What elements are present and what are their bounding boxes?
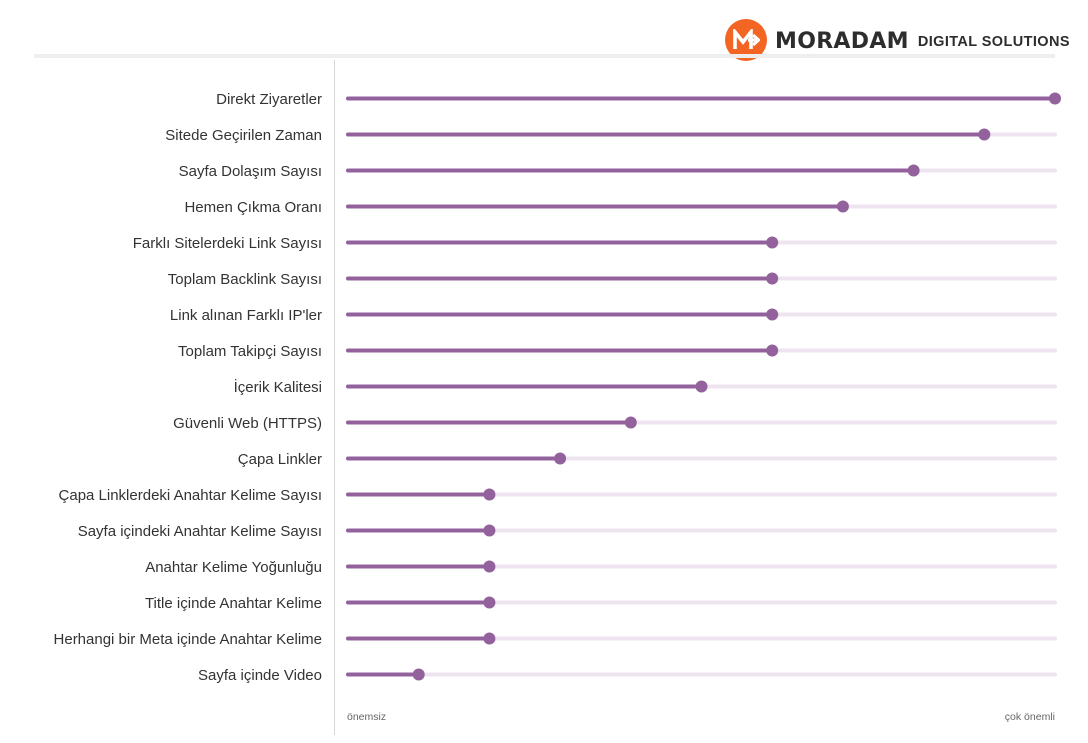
- chart-row: Farklı Sitelerdeki Link Sayısı: [133, 235, 1057, 252]
- chart-row: Sitede Geçirilen Zaman: [165, 127, 1057, 144]
- chart-row: İçerik Kalitesi: [234, 378, 1057, 396]
- value-point: [766, 236, 779, 249]
- category-label: Çapa Linklerdeki Anahtar Kelime Sayısı: [59, 487, 322, 504]
- header-divider: [34, 54, 1055, 58]
- value-point: [483, 632, 496, 645]
- value-point: [907, 164, 920, 177]
- value-point: [483, 596, 496, 609]
- chart-row: Direkt Ziyaretler: [216, 91, 1061, 108]
- chart-rows: Direkt Ziyaretler Sitede Geçirilen Zaman S…: [54, 91, 1061, 684]
- scale-max-label: çok önemli: [1005, 711, 1055, 723]
- category-label: Herhangi bir Meta içinde Anahtar Kelime: [54, 631, 322, 648]
- chart-row: Sayfa içinde Video: [198, 667, 1057, 684]
- value-point: [483, 524, 496, 537]
- value-point: [554, 452, 567, 465]
- chart-row: Toplam Takipçi Sayısı: [178, 343, 1057, 360]
- brand-name: MORADAM: [775, 28, 909, 54]
- chart-row: Link alınan Farklı IP'ler: [170, 307, 1057, 324]
- value-point: [624, 416, 637, 429]
- chart-row: Title içinde Anahtar Kelime: [145, 595, 1057, 612]
- category-label: Sitede Geçirilen Zaman: [165, 127, 322, 144]
- brand-logo: MORADAM DIGITAL SOLUTIONS: [725, 19, 1070, 61]
- chart-row: Sayfa Dolaşım Sayısı: [179, 163, 1057, 180]
- chart-row: Güvenli Web (HTTPS): [173, 415, 1057, 432]
- category-label: Sayfa Dolaşım Sayısı: [179, 163, 322, 180]
- category-label: Farklı Sitelerdeki Link Sayısı: [133, 235, 322, 252]
- value-point: [978, 128, 991, 141]
- category-label: Toplam Takipçi Sayısı: [178, 343, 322, 360]
- category-label: Link alınan Farklı IP'ler: [170, 307, 322, 324]
- category-label: İçerik Kalitesi: [234, 378, 322, 396]
- chart-row: Sayfa içindeki Anahtar Kelime Sayısı: [78, 523, 1057, 540]
- value-point: [836, 200, 849, 213]
- category-label: Sayfa içinde Video: [198, 667, 322, 684]
- value-point: [1049, 92, 1061, 105]
- category-label: Anahtar Kelime Yoğunluğu: [145, 559, 322, 576]
- scale-min-label: önemsiz: [347, 711, 386, 723]
- brand-tagline: DIGITAL SOLUTIONS: [917, 34, 1070, 50]
- chart-row: Hemen Çıkma Oranı: [184, 199, 1057, 216]
- chart-row: Anahtar Kelime Yoğunluğu: [145, 559, 1057, 576]
- value-point: [766, 308, 779, 321]
- value-point: [766, 344, 779, 357]
- value-point: [695, 380, 708, 393]
- chart-row: Toplam Backlink Sayısı: [168, 271, 1057, 288]
- category-label: Güvenli Web (HTTPS): [173, 415, 322, 432]
- chart-row: Herhangi bir Meta içinde Anahtar Kelime: [54, 631, 1057, 648]
- value-point: [766, 272, 779, 285]
- category-label: Hemen Çıkma Oranı: [184, 199, 322, 216]
- category-label: Toplam Backlink Sayısı: [168, 271, 322, 288]
- category-label: Title içinde Anahtar Kelime: [145, 595, 322, 612]
- category-label: Direkt Ziyaretler: [216, 91, 322, 108]
- value-point: [483, 560, 496, 573]
- category-label: Çapa Linkler: [238, 451, 322, 468]
- chart-row: Çapa Linkler: [238, 451, 1057, 468]
- value-point: [412, 668, 425, 681]
- value-point: [483, 488, 496, 501]
- chart-row: Çapa Linklerdeki Anahtar Kelime Sayısı: [59, 487, 1057, 504]
- category-label: Sayfa içindeki Anahtar Kelime Sayısı: [78, 523, 322, 540]
